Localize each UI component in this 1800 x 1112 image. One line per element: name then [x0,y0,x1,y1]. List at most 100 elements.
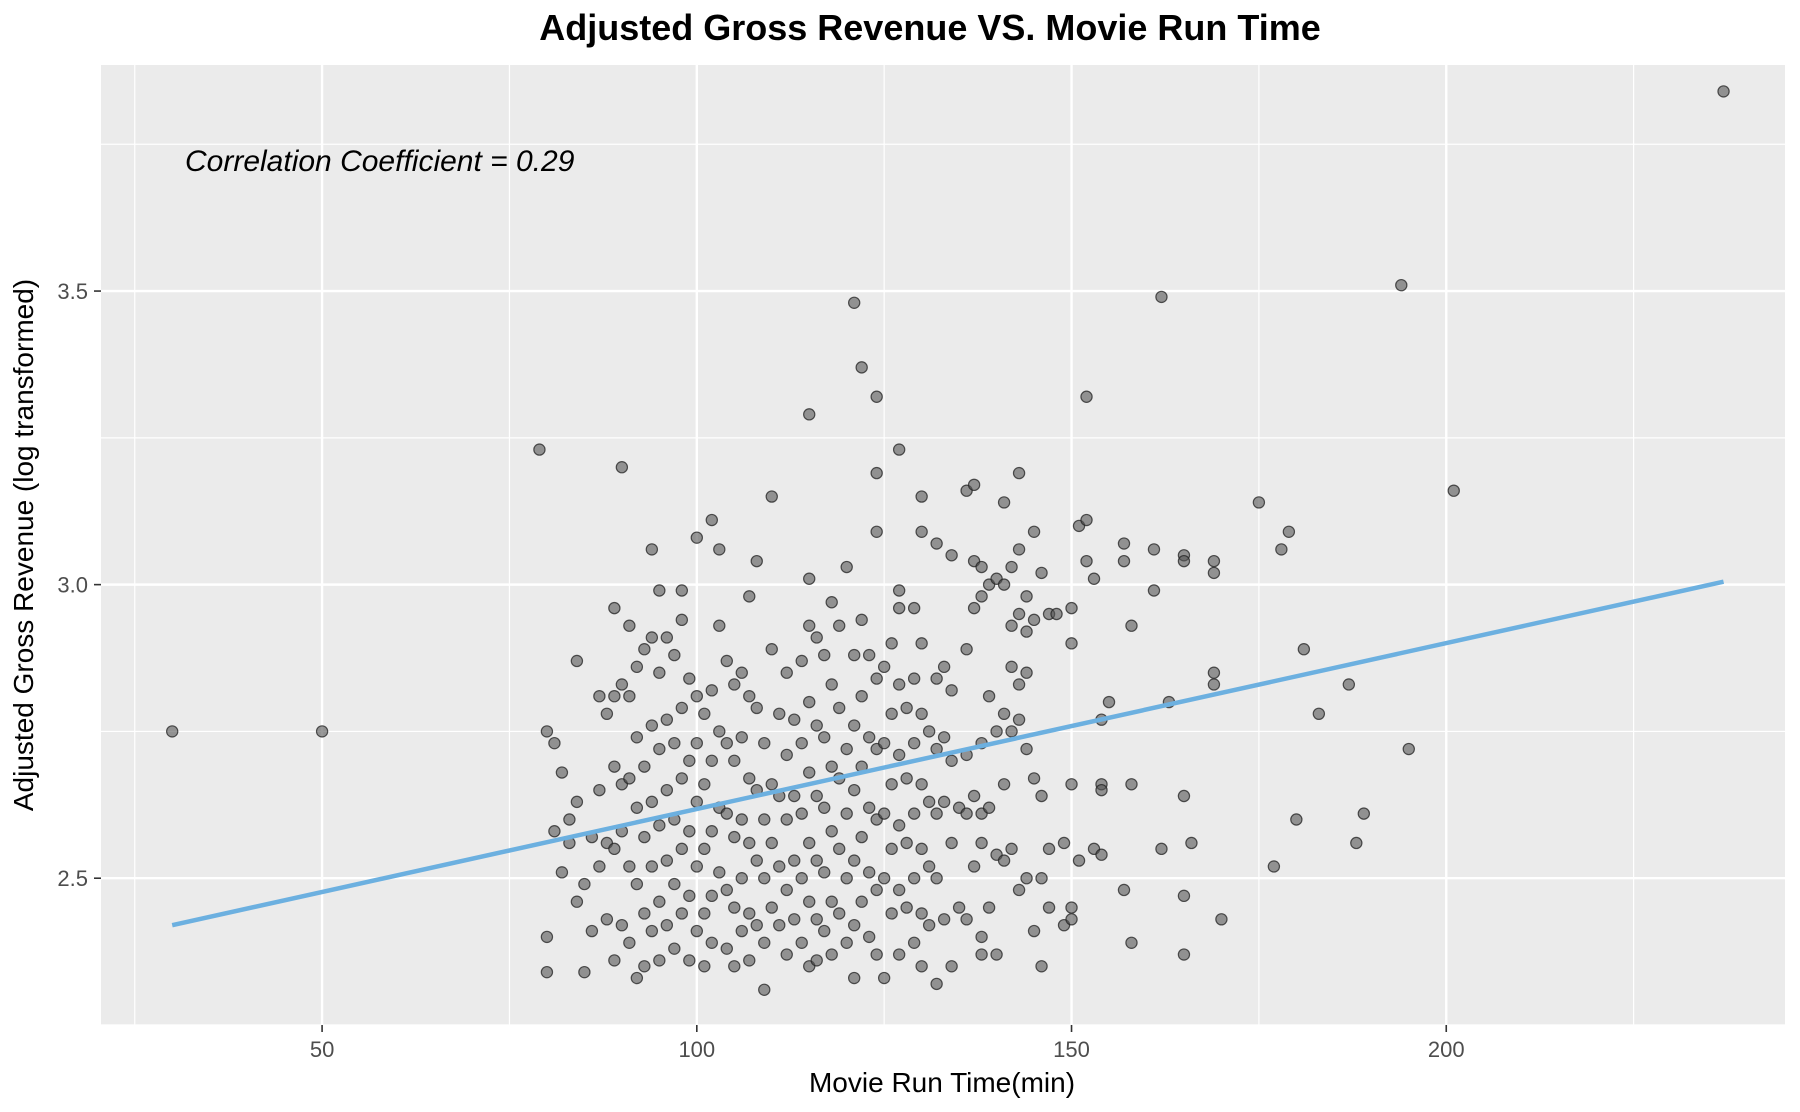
data-point [862,801,876,814]
data-point [653,666,666,679]
data-point [750,918,763,932]
data-point [877,971,891,985]
data-point [892,584,906,597]
data-point [743,907,756,920]
data-point [960,643,973,656]
data-point [795,807,808,820]
data-point [818,731,831,744]
x-tick-label: 100 [678,1037,715,1062]
data-point [758,936,771,949]
data-point [690,531,704,544]
data-point [922,918,936,932]
data-point [810,954,823,967]
data-point [1350,836,1363,850]
data-point [1177,948,1191,961]
data-point [840,807,853,820]
data-point [803,408,816,421]
data-point [1080,554,1093,568]
data-point [653,895,666,908]
data-point [608,689,621,703]
data-point [915,960,928,973]
data-point [765,778,778,791]
data-point [698,778,711,791]
data-point [1035,566,1048,580]
data-point [585,924,599,938]
data-point [743,954,756,967]
data-point [758,983,771,996]
data-point [630,801,644,814]
data-point [780,883,793,897]
data-point [705,754,718,767]
data-point [1065,637,1078,650]
data-point [660,631,674,644]
data-point [840,742,853,756]
data-point [698,960,711,973]
data-point [892,601,906,615]
data-point [600,913,614,926]
data-point [548,736,561,750]
data-point [885,778,898,791]
data-point [698,907,711,920]
data-point [825,948,838,961]
data-point [593,860,606,873]
data-point [900,901,913,914]
data-point [690,860,704,873]
data-point [900,772,913,785]
data-point [720,736,733,750]
data-point [915,525,928,538]
data-point [885,907,898,920]
data-point [668,942,681,955]
data-point [1125,936,1138,949]
data-point [870,948,883,961]
data-point [1020,590,1033,603]
data-point [780,813,793,826]
data-point [1117,554,1131,568]
data-point [623,689,636,703]
data-point [1005,842,1018,856]
data-point [165,725,179,738]
data-point [960,807,973,820]
data-point [930,977,943,991]
data-point [773,707,786,721]
data-point [1312,707,1326,721]
data-point [967,789,981,803]
data-point [728,678,741,691]
data-point [623,772,636,785]
data-point [810,913,823,926]
data-point [683,754,696,767]
data-point [1027,525,1041,538]
data-point [623,936,636,949]
data-point [593,689,606,703]
data-point [683,825,696,838]
data-point [728,901,741,914]
data-point [705,825,718,838]
data-point [1177,889,1191,903]
data-point [825,895,838,908]
trend-line-group [171,579,1725,928]
data-point [1275,543,1288,556]
data-point [967,478,981,492]
data-point [675,613,689,627]
data-point [720,654,733,668]
data-point [615,918,629,932]
data-point [1357,807,1371,820]
data-point [975,930,988,944]
data-point [653,584,666,597]
data-point [638,960,651,973]
data-point [713,725,726,738]
data-point [945,960,958,973]
data-point [997,578,1011,591]
data-point [645,795,659,809]
data-point [638,830,651,844]
data-point [900,836,913,850]
data-point [810,719,823,732]
data-point [982,801,996,814]
data-point [937,731,951,744]
data-point [675,907,689,920]
data-point [803,695,816,709]
data-point [870,883,883,897]
data-point [975,948,988,961]
data-point [765,836,778,850]
data-point [1065,601,1078,615]
